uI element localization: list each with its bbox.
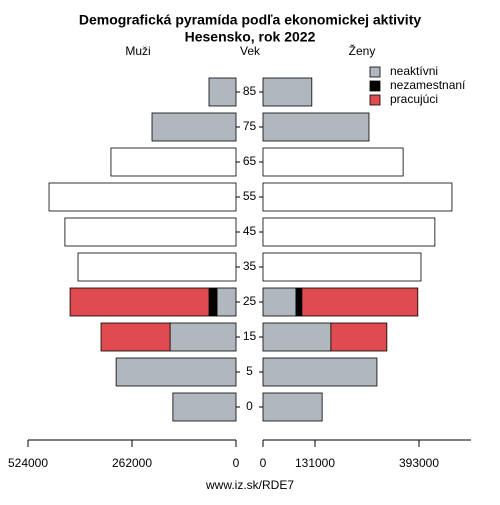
y-tick-label: 65 [243,154,257,168]
bar-female [262,322,332,352]
bar-female [262,392,323,422]
bar-male [100,322,171,352]
bar-male [115,357,237,387]
bar-male [169,322,237,352]
bar-male [208,287,218,317]
bar-male [151,112,237,142]
bar-female [295,287,303,317]
right-label: Ženy [349,43,376,58]
x-tick-label: 0 [233,456,240,470]
x-tick-label: 131000 [295,456,335,470]
y-tick-label: 55 [243,189,257,203]
bar-female [262,252,422,282]
x-tick-label: 524000 [8,456,48,470]
legend-swatch [369,80,381,92]
bar-male [216,287,237,317]
legend-swatch [369,94,381,106]
x-tick-label: 262000 [112,456,152,470]
y-tick-label: 5 [246,364,253,378]
x-tick-label: 393000 [399,456,439,470]
legend-label: nezamestnaní [390,78,466,92]
y-tick-label: 85 [243,84,257,98]
chart-title: Demografická pyramída podľa ekonomickej … [79,12,422,28]
bar-female [262,217,436,247]
center-label: Vek [240,44,261,58]
bar-male [69,287,210,317]
bar-male [64,217,237,247]
y-tick-label: 45 [243,224,257,238]
bar-male [110,147,237,177]
y-tick-label: 35 [243,259,257,273]
bar-female [262,182,453,212]
bar-male [208,77,237,107]
y-tick-label: 15 [243,329,257,343]
legend-swatch [369,66,381,78]
y-tick-label: 75 [243,119,257,133]
bar-male [77,252,237,282]
legend-label: pracujúci [390,92,438,106]
left-label: Muži [125,44,150,58]
bar-female [262,147,404,177]
y-tick-label: 25 [243,294,257,308]
chart-subtitle: Hesensko, rok 2022 [185,29,316,45]
bar-male [48,182,237,212]
bar-female [262,112,370,142]
legend-label: neaktívni [390,64,438,78]
bar-female [262,287,297,317]
x-tick-label: 0 [260,456,267,470]
bar-female [301,287,419,317]
bar-male [172,392,237,422]
source: www.iz.sk/RDE7 [205,478,294,492]
bar-female [330,322,388,352]
bar-female [262,77,313,107]
bar-female [262,357,378,387]
y-tick-label: 0 [246,399,253,413]
